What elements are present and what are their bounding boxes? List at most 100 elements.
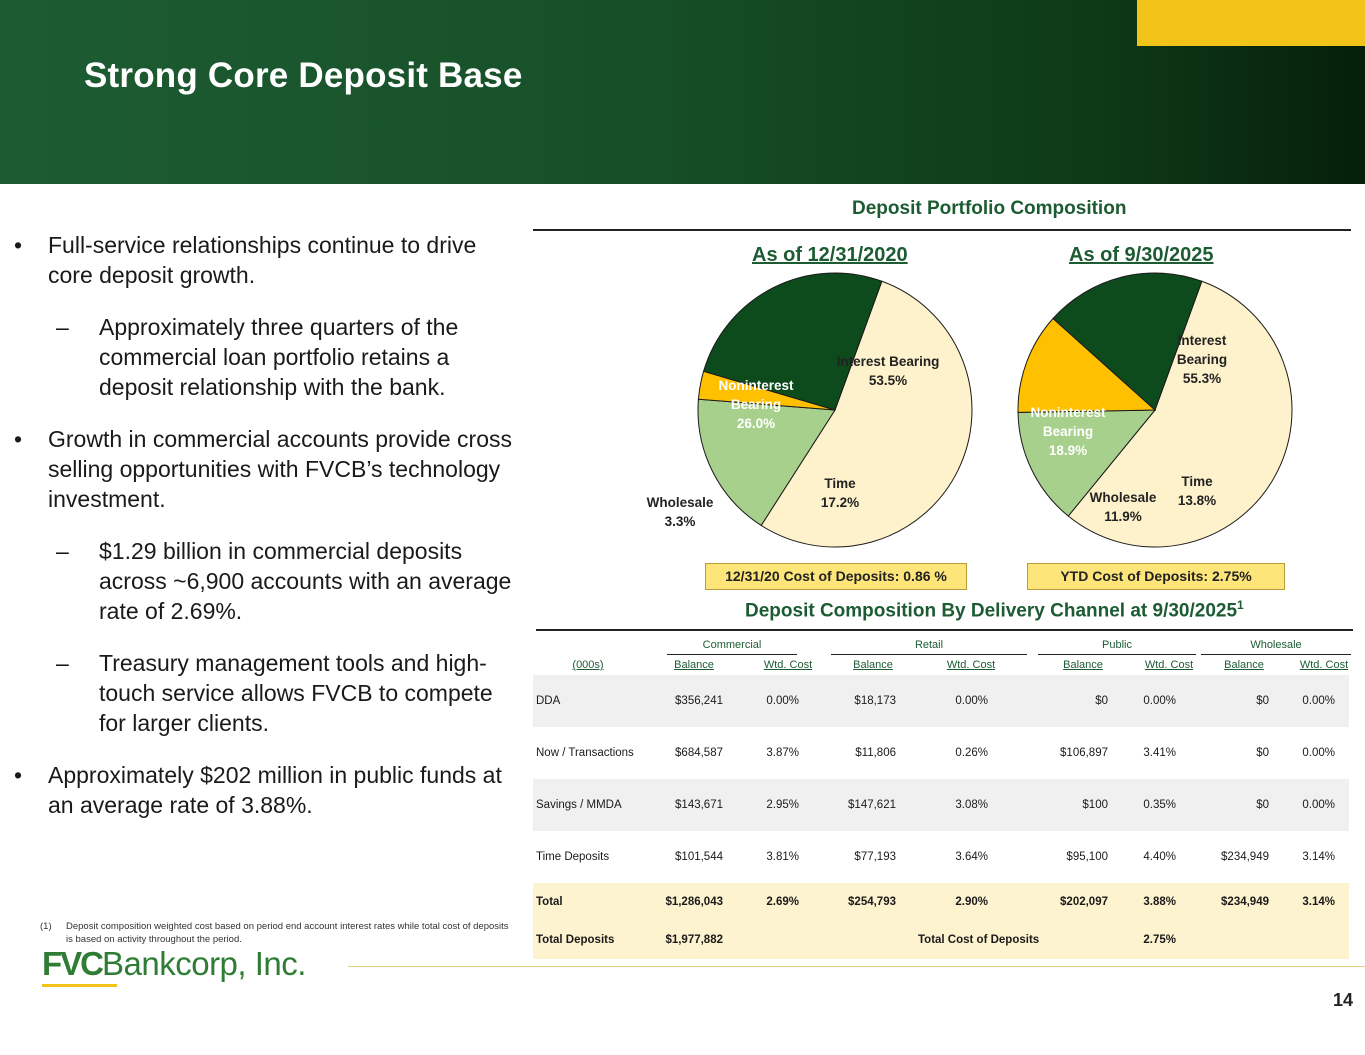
cell: 0.00% — [766, 695, 799, 707]
bullet-text: Growth in commercial accounts provide cr… — [48, 426, 512, 512]
cost-of-deposits-2020: 12/31/20 Cost of Deposits: 0.86 % — [705, 563, 967, 590]
sub-bullet-marker: – — [56, 314, 69, 340]
cell: $684,587 — [675, 747, 723, 759]
cell: $100 — [1082, 799, 1108, 811]
total-cost-value: 2.75% — [1143, 934, 1176, 946]
cell: $254,793 — [848, 896, 896, 908]
sub-bullet-item: – Approximately three quarters of the com… — [14, 312, 514, 402]
row-label: Total — [536, 896, 563, 908]
cell: $202,097 — [1060, 896, 1108, 908]
header-accent — [1137, 0, 1365, 46]
cell: 2.69% — [766, 896, 799, 908]
table-title-rule — [536, 629, 1353, 631]
table-total-deposits-row: Total Deposits $1,977,882 Total Cost of … — [533, 921, 1349, 959]
table-title-text: Deposit Composition By Delivery Channel … — [745, 600, 1238, 622]
bullet-text: Approximately $202 million in public fun… — [48, 762, 502, 818]
logo-mark: FVC — [42, 945, 104, 982]
group-retail: Retail — [831, 638, 1027, 655]
pie-chart-2020: Interest Bearing 53.5% Time 17.2% Wholesale 3… — [647, 272, 973, 548]
table-row: DDA $356,241 0.00% $18,173 0.00% $0 0.00% $0 0.0… — [533, 675, 1349, 727]
cost-of-deposits-2025: YTD Cost of Deposits: 2.75% — [1027, 563, 1285, 590]
col-header: Wtd. Cost — [1144, 659, 1194, 671]
bullet-item: • Growth in commercial accounts provide c… — [14, 424, 514, 514]
portfolio-title-rule — [533, 229, 1351, 231]
cell: 3.08% — [955, 799, 988, 811]
cell: $0 — [1256, 695, 1269, 707]
col-header: Balance — [1063, 659, 1103, 671]
footnote: (1) Deposit composition weighted cost ba… — [40, 920, 510, 946]
bullet-item: • Approximately $202 million in public fu… — [14, 760, 514, 820]
cell: 0.35% — [1143, 799, 1176, 811]
bullet-list: • Full-service relationships continue to … — [14, 230, 514, 820]
pie-slice-label: Time 13.8% — [1178, 474, 1216, 508]
pie-slice — [760, 280, 973, 548]
table-total-row: Total $1,286,043 2.69% $254,793 2.90% $2… — [533, 883, 1349, 921]
logo-underline — [42, 984, 117, 987]
cell: $106,897 — [1060, 747, 1108, 759]
cell: 3.88% — [1143, 896, 1176, 908]
page-title: Strong Core Deposit Base — [84, 56, 523, 95]
cell: $234,949 — [1221, 896, 1269, 908]
bullet-item: • Full-service relationships continue to … — [14, 230, 514, 290]
cell: 2.95% — [766, 799, 799, 811]
table-title-footnote-ref: 1 — [1237, 598, 1244, 612]
logo-text: Bankcorp, Inc. — [102, 945, 306, 982]
row-label: Now / Transactions — [536, 747, 634, 759]
pie-slice — [702, 272, 883, 411]
table-row: Time Deposits $101,544 3.81% $77,193 3.64% $9… — [533, 831, 1349, 883]
cell: 0.00% — [955, 695, 988, 707]
cell: $11,806 — [855, 747, 896, 759]
cell: 3.64% — [955, 851, 988, 863]
group-commercial: Commercial — [667, 638, 797, 655]
cell: $101,544 — [675, 851, 723, 863]
footnote-text: Deposit composition weighted cost based … — [66, 921, 509, 945]
pie-slice — [697, 398, 836, 527]
pie-2025-title: As of 9/30/2025 — [1069, 244, 1214, 266]
company-logo: FVCBankcorp, Inc. — [42, 945, 306, 989]
bullet-text: $1.29 billion in commercial deposits acr… — [99, 538, 512, 624]
table-sub-header: (000s) Balance Wtd. Cost Balance Wtd. Co… — [533, 655, 1349, 675]
cell: $234,949 — [1221, 851, 1269, 863]
cell: 2.90% — [955, 896, 988, 908]
portfolio-title: Deposit Portfolio Composition — [852, 198, 1127, 219]
pie-slice-label: Time 17.2% — [821, 476, 859, 510]
total-cost-label: Total Cost of Deposits — [918, 934, 1040, 946]
pie-slice-label: Noninterest Bearing 18.9% — [1030, 405, 1106, 458]
footer-divider — [348, 966, 1365, 967]
cell: 3.81% — [766, 851, 799, 863]
deposit-channel-table: Commercial Retail Public Wholesale (000s… — [533, 638, 1351, 959]
pie-slice-label: Interest Bearing 55.3% — [1177, 333, 1227, 386]
cell: 0.00% — [1143, 695, 1176, 707]
cell: $356,241 — [675, 695, 723, 707]
pie-slice-label: Interest Bearing 53.5% — [837, 354, 940, 388]
units-label: (000s) — [572, 659, 604, 671]
row-label: Time Deposits — [536, 851, 610, 863]
col-header: Wtd. Cost — [946, 659, 996, 671]
cell: $143,671 — [675, 799, 723, 811]
cell: $1,286,043 — [665, 896, 723, 908]
pie-slice — [1017, 317, 1157, 413]
cell: 0.00% — [1302, 799, 1335, 811]
cell: $0 — [1256, 747, 1269, 759]
cell: $147,621 — [848, 799, 896, 811]
total-deposits-value: $1,977,882 — [665, 934, 723, 946]
bullet-marker: • — [14, 232, 23, 258]
group-public: Public — [1038, 638, 1196, 655]
pie-slice — [1017, 409, 1157, 517]
cell: 0.26% — [955, 747, 988, 759]
col-header: Wtd. Cost — [763, 659, 813, 671]
footnote-number: (1) — [40, 921, 52, 932]
col-header: Balance — [674, 659, 714, 671]
sub-bullet-marker: – — [56, 650, 69, 676]
sub-bullet-marker: – — [56, 538, 69, 564]
cell: $95,100 — [1066, 851, 1108, 863]
bullet-marker: • — [14, 426, 23, 452]
cell: $18,173 — [854, 695, 896, 707]
row-label: DDA — [536, 695, 561, 707]
table-body: DDA $356,241 0.00% $18,173 0.00% $0 0.00% $0 0.0… — [533, 675, 1349, 883]
cell: $0 — [1256, 799, 1269, 811]
pie-slice — [1067, 280, 1293, 548]
table-row: Savings / MMDA $143,671 2.95% $147,621 3.08%… — [533, 779, 1349, 831]
bullet-text: Treasury management tools and high-touch… — [99, 650, 493, 736]
cell: 3.87% — [766, 747, 799, 759]
